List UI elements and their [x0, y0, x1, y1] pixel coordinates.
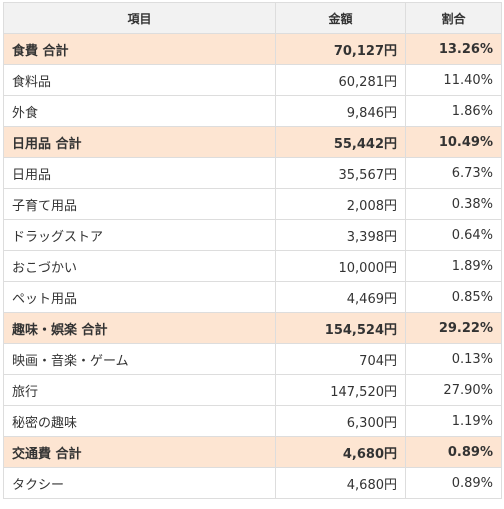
cell-ratio: 0.38% — [405, 188, 502, 220]
header-amount: 金額 — [275, 2, 406, 34]
header-ratio: 割合 — [405, 2, 502, 34]
cell-item-name: ドラッグストア — [3, 219, 276, 251]
subtotal-row: 交通費 合計 4,680円 0.89% — [3, 436, 502, 468]
subtotal-row: 日用品 合計 55,442円 10.49% — [3, 126, 502, 158]
cell-amount: 60,281円 — [275, 64, 406, 96]
cell-amount: 9,846円 — [275, 95, 406, 127]
cell-ratio: 29.22% — [405, 312, 502, 344]
table-header-row: 項目 金額 割合 — [3, 2, 502, 34]
table-body: 食費 合計 70,127円 13.26% 食料品 60,281円 11.40% 外食 9,84… — [3, 33, 502, 499]
cell-ratio: 0.85% — [405, 281, 502, 313]
cell-amount: 4,680円 — [275, 436, 406, 468]
cell-amount: 147,520円 — [275, 374, 406, 406]
cell-amount: 55,442円 — [275, 126, 406, 158]
cell-amount: 4,469円 — [275, 281, 406, 313]
cell-ratio: 0.64% — [405, 219, 502, 251]
table-row: おこづかい 10,000円 1.89% — [3, 250, 502, 282]
cell-item-name: 日用品 合計 — [3, 126, 276, 158]
cell-item-name: 食費 合計 — [3, 33, 276, 65]
cell-ratio: 13.26% — [405, 33, 502, 65]
cell-amount: 704円 — [275, 343, 406, 375]
subtotal-row: 食費 合計 70,127円 13.26% — [3, 33, 502, 65]
cell-ratio: 1.19% — [405, 405, 502, 437]
cell-item-name: 日用品 — [3, 157, 276, 189]
cell-ratio: 0.89% — [405, 436, 502, 468]
cell-item-name: 食料品 — [3, 64, 276, 96]
cell-ratio: 10.49% — [405, 126, 502, 158]
table-row: 映画・音楽・ゲーム 704円 0.13% — [3, 343, 502, 375]
cell-amount: 70,127円 — [275, 33, 406, 65]
table-row: ドラッグストア 3,398円 0.64% — [3, 219, 502, 251]
table-row: 食料品 60,281円 11.40% — [3, 64, 502, 96]
table-row: タクシー 4,680円 0.89% — [3, 467, 502, 499]
cell-amount: 154,524円 — [275, 312, 406, 344]
cell-item-name: タクシー — [3, 467, 276, 499]
table-row: 旅行 147,520円 27.90% — [3, 374, 502, 406]
cell-amount: 4,680円 — [275, 467, 406, 499]
cell-amount: 10,000円 — [275, 250, 406, 282]
table-row: 秘密の趣味 6,300円 1.19% — [3, 405, 502, 437]
cell-ratio: 11.40% — [405, 64, 502, 96]
table-row: 子育て用品 2,008円 0.38% — [3, 188, 502, 220]
cell-item-name: 外食 — [3, 95, 276, 127]
cell-ratio: 0.13% — [405, 343, 502, 375]
cell-amount: 2,008円 — [275, 188, 406, 220]
cell-amount: 3,398円 — [275, 219, 406, 251]
cell-item-name: 映画・音楽・ゲーム — [3, 343, 276, 375]
cell-item-name: ペット用品 — [3, 281, 276, 313]
table-row: 日用品 35,567円 6.73% — [3, 157, 502, 189]
cell-item-name: 秘密の趣味 — [3, 405, 276, 437]
cell-amount: 35,567円 — [275, 157, 406, 189]
table-row: ペット用品 4,469円 0.85% — [3, 281, 502, 313]
table-row: 外食 9,846円 1.86% — [3, 95, 502, 127]
cell-ratio: 1.89% — [405, 250, 502, 282]
cell-ratio: 0.89% — [405, 467, 502, 499]
cell-amount: 6,300円 — [275, 405, 406, 437]
cell-ratio: 1.86% — [405, 95, 502, 127]
header-item: 項目 — [3, 2, 276, 34]
cell-ratio: 6.73% — [405, 157, 502, 189]
cell-item-name: 趣味・娯楽 合計 — [3, 312, 276, 344]
cell-item-name: おこづかい — [3, 250, 276, 282]
expense-table: 項目 金額 割合 食費 合計 70,127円 13.26% 食料品 60,281円 11.… — [3, 2, 502, 499]
cell-item-name: 子育て用品 — [3, 188, 276, 220]
subtotal-row: 趣味・娯楽 合計 154,524円 29.22% — [3, 312, 502, 344]
cell-item-name: 交通費 合計 — [3, 436, 276, 468]
cell-item-name: 旅行 — [3, 374, 276, 406]
cell-ratio: 27.90% — [405, 374, 502, 406]
